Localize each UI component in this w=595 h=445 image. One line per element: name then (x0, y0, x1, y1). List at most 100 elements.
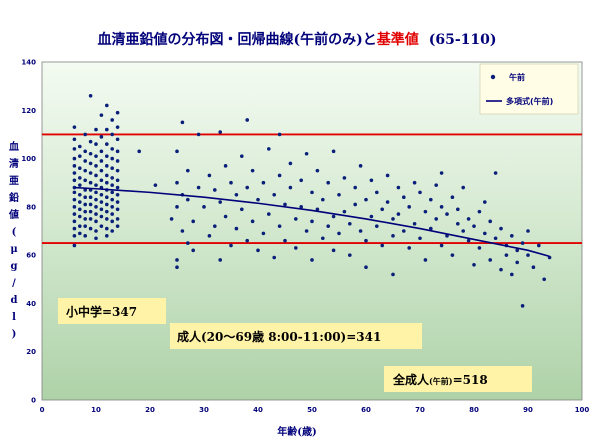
y-axis-label-char: 亜 (9, 175, 19, 187)
data-point (531, 265, 536, 270)
y-tick-label: 80 (26, 203, 36, 211)
data-point (78, 224, 82, 228)
data-point (213, 224, 217, 228)
data-point (240, 154, 244, 158)
data-point (499, 267, 503, 272)
data-point (310, 219, 314, 224)
data-point (407, 246, 412, 250)
data-point (105, 173, 109, 178)
data-point (337, 192, 341, 197)
data-point (99, 207, 104, 212)
data-point (94, 164, 98, 168)
data-point (326, 224, 331, 228)
data-point (434, 183, 439, 187)
data-point (207, 234, 212, 238)
data-point (105, 154, 109, 158)
data-point (304, 151, 309, 156)
data-point (72, 190, 77, 195)
data-point (115, 110, 120, 115)
data-point (105, 202, 109, 207)
y-axis-label-char: 値 (8, 208, 19, 221)
y-tick-label: 140 (21, 59, 36, 67)
data-point (115, 192, 120, 197)
data-point (72, 137, 77, 142)
data-point (83, 178, 87, 183)
data-point (385, 173, 390, 178)
data-point (78, 231, 82, 236)
data-point (218, 258, 222, 262)
data-point (520, 304, 525, 308)
data-point (105, 226, 109, 231)
data-point (72, 125, 77, 129)
data-point (191, 248, 195, 253)
data-point (99, 178, 104, 183)
data-point (94, 154, 98, 158)
data-point (466, 217, 471, 221)
data-point (391, 217, 395, 221)
data-point (115, 185, 120, 190)
data-point (83, 168, 87, 173)
data-point (78, 176, 82, 180)
x-tick-label: 60 (361, 406, 371, 414)
data-point (137, 149, 141, 154)
data-point (348, 253, 352, 257)
data-point (110, 166, 114, 171)
data-point (488, 219, 493, 224)
y-axis-label-char: μ (10, 244, 17, 255)
data-point (369, 214, 374, 219)
data-point (99, 224, 104, 228)
data-point (493, 236, 498, 241)
data-point (115, 168, 120, 173)
y-axis-label-char: d (11, 295, 18, 306)
annotation-box-3-text: 全成人(午前)=518 (392, 372, 488, 387)
data-point (358, 229, 363, 233)
data-point (99, 149, 104, 154)
data-point (515, 248, 519, 253)
data-point (115, 224, 120, 228)
data-point (461, 229, 466, 233)
data-point (110, 190, 114, 195)
annotation-box-1: 小中学=347 (58, 298, 166, 324)
data-point (218, 200, 222, 204)
data-point (331, 214, 336, 219)
annotation-box-2-bg (170, 323, 422, 349)
data-point (72, 197, 77, 202)
data-point (175, 205, 179, 209)
data-point (283, 238, 287, 243)
data-point (99, 200, 104, 204)
data-point (423, 258, 428, 262)
data-point (369, 178, 374, 183)
data-point (396, 212, 401, 216)
data-point (83, 209, 87, 214)
data-point (342, 209, 347, 214)
data-point (175, 258, 179, 262)
data-point (450, 195, 455, 199)
data-point (310, 258, 314, 262)
data-point (110, 212, 114, 216)
data-point (88, 151, 93, 156)
data-point (412, 221, 417, 226)
data-point (267, 212, 271, 216)
data-point (78, 200, 82, 204)
legend-label-points: 午前 (509, 72, 525, 82)
data-point (439, 205, 444, 209)
data-point (83, 188, 87, 192)
data-point (391, 234, 395, 238)
data-point (526, 253, 530, 257)
data-point (288, 185, 293, 190)
data-point (234, 192, 239, 197)
y-axis-label-char: 血 (9, 140, 19, 153)
data-point (407, 205, 412, 209)
data-point (88, 195, 93, 199)
data-point (105, 195, 109, 199)
data-point (115, 200, 120, 204)
data-point (105, 142, 109, 146)
data-point (213, 188, 217, 192)
data-point (250, 219, 255, 224)
data-point (72, 226, 77, 231)
data-point (402, 195, 406, 199)
data-point (337, 231, 341, 236)
data-point (537, 243, 541, 248)
data-point (94, 236, 98, 241)
